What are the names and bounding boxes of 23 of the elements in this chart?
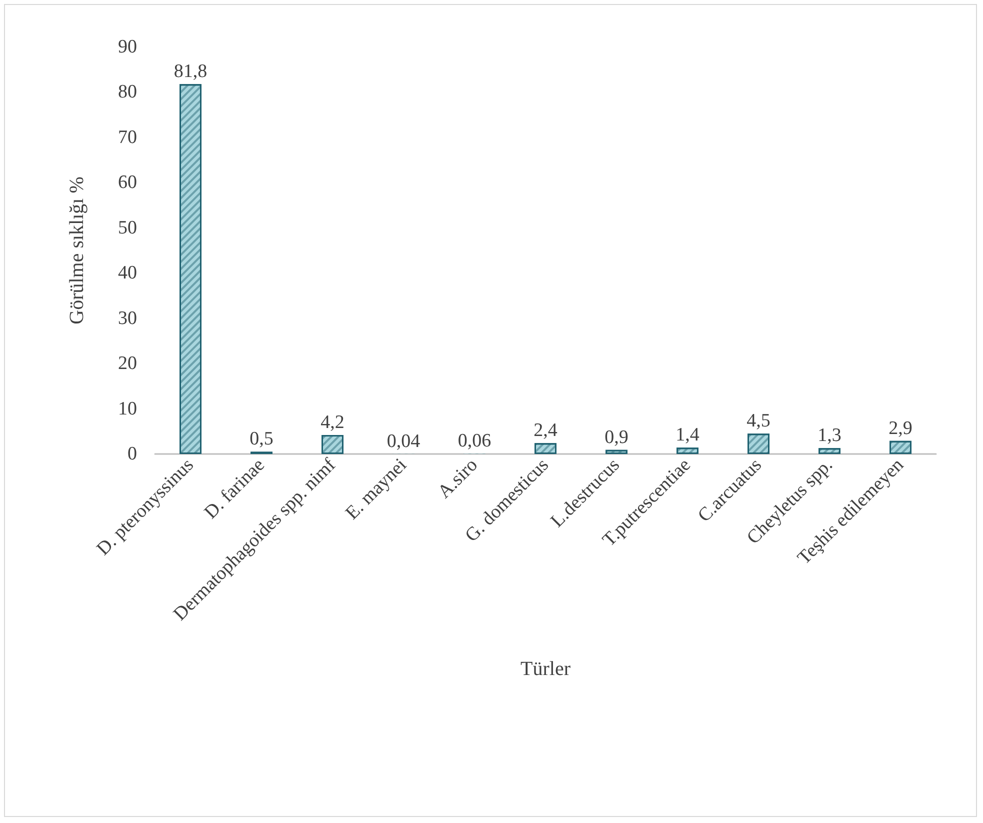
data-label: 4,5 [746,410,770,432]
data-label: 2,4 [534,420,558,442]
y-tick-label: 60 [118,172,137,194]
data-label: 0,5 [250,428,274,450]
data-label: 0,04 [386,430,421,452]
y-tick-label: 90 [118,36,137,58]
data-label: 2,9 [888,418,912,439]
y-tick-label: 80 [118,82,137,103]
y-tick-label: 30 [118,308,137,329]
y-tick-label: 50 [118,217,137,238]
y-tick-label: 20 [118,353,137,374]
y-tick-label: 40 [118,262,137,284]
data-label: 0,9 [604,426,628,448]
data-label: 4,2 [320,412,344,434]
y-tick-label: 70 [118,126,137,148]
data-label: 81,8 [174,61,208,82]
data-label: 0,06 [458,430,492,452]
data-label: 1,4 [676,424,700,446]
x-axis-title: Türler [520,658,571,680]
y-tick-label: 10 [118,398,137,420]
y-axis-title: Görülme sıklığı % [66,176,88,324]
y-tick-label: 0 [128,444,137,464]
data-label: 1,3 [818,425,842,446]
